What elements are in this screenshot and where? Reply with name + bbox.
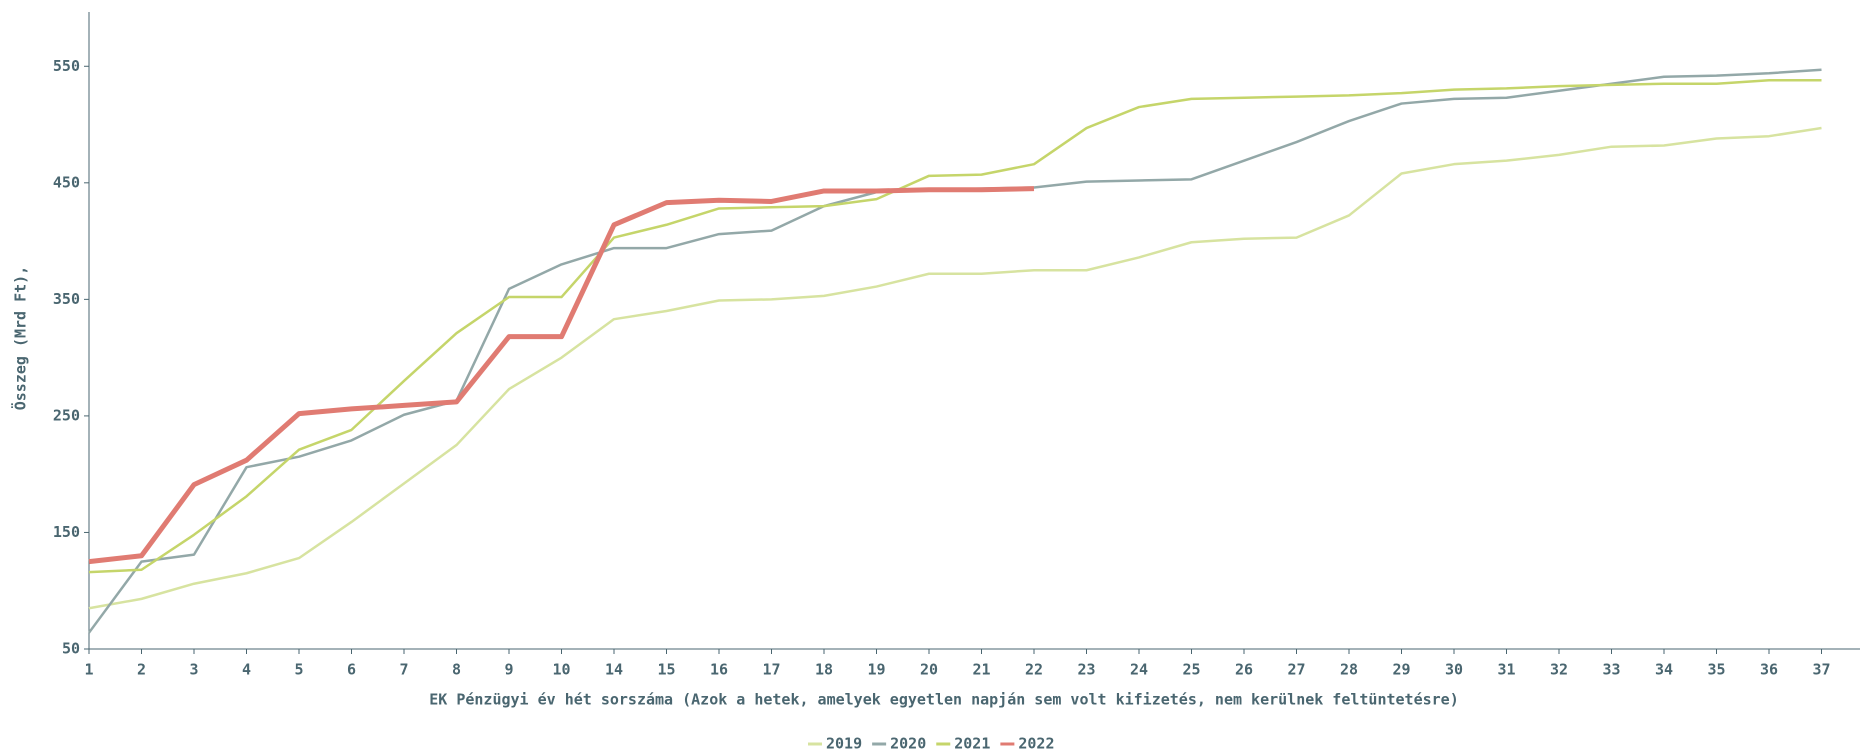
y-tick-label: 250 <box>53 406 80 424</box>
x-tick-label: 2 <box>137 661 146 679</box>
x-tick-label: 6 <box>347 661 356 679</box>
x-tick-label: 31 <box>1497 661 1515 679</box>
x-tick-label: 29 <box>1392 661 1410 679</box>
x-tick-label: 14 <box>605 661 623 679</box>
x-tick-label: 15 <box>657 661 675 679</box>
x-axis-label: EK Pénzügyi év hét sorszáma (Azok a hete… <box>429 691 1459 709</box>
x-tick-label: 1 <box>84 661 93 679</box>
x-tick-label: 36 <box>1760 661 1778 679</box>
y-tick-label: 550 <box>53 57 80 75</box>
y-axis-label: Összeg (Mrd Ft), <box>11 266 30 411</box>
x-tick-label: 18 <box>815 661 833 679</box>
x-tick-label: 20 <box>920 661 938 679</box>
y-tick-label: 50 <box>62 640 80 658</box>
x-tick-label: 10 <box>552 661 570 679</box>
x-tick-label: 37 <box>1812 661 1830 679</box>
x-tick-label: 19 <box>867 661 885 679</box>
x-tick-label: 9 <box>504 661 513 679</box>
x-tick-label: 25 <box>1182 661 1200 679</box>
legend-label: 2022 <box>1018 735 1054 751</box>
x-tick-label: 23 <box>1077 661 1095 679</box>
x-tick-label: 17 <box>762 661 780 679</box>
x-tick-label: 28 <box>1340 661 1358 679</box>
x-tick-label: 24 <box>1130 661 1148 679</box>
legend-label: 2021 <box>954 735 990 751</box>
y-tick-label: 450 <box>53 173 80 191</box>
x-tick-label: 27 <box>1287 661 1305 679</box>
series-line <box>88 126 1822 610</box>
x-tick-label: 26 <box>1235 661 1253 679</box>
x-tick-label: 7 <box>399 661 408 679</box>
y-tick-label: 150 <box>53 523 80 541</box>
x-tick-label: 34 <box>1655 661 1673 679</box>
x-tick-label: 22 <box>1025 661 1043 679</box>
y-tick-label: 350 <box>53 290 80 308</box>
legend-label: 2019 <box>826 735 862 751</box>
x-tick-label: 33 <box>1602 661 1620 679</box>
x-tick-label: 35 <box>1707 661 1725 679</box>
x-tick-label: 3 <box>189 661 198 679</box>
x-tick-label: 30 <box>1445 661 1463 679</box>
x-tick-label: 16 <box>710 661 728 679</box>
series-line <box>88 186 1035 565</box>
x-tick-label: 32 <box>1550 661 1568 679</box>
x-tick-label: 4 <box>242 661 251 679</box>
x-tick-label: 5 <box>294 661 303 679</box>
x-tick-label: 8 <box>452 661 461 679</box>
legend-label: 2020 <box>890 735 926 751</box>
x-tick-label: 21 <box>972 661 990 679</box>
